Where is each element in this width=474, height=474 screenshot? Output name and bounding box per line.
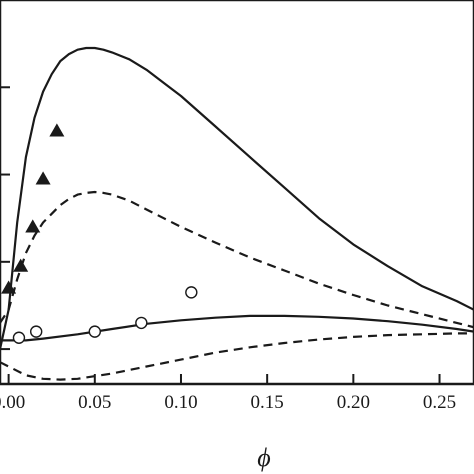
triangle-point bbox=[49, 123, 65, 137]
series-line-3 bbox=[0, 314, 474, 342]
triangle-point bbox=[13, 258, 29, 272]
circle-point bbox=[29, 325, 43, 338]
x-tick-label: 0.15 bbox=[251, 392, 284, 413]
y-axis-ticks bbox=[0, 86, 10, 351]
triangle-point bbox=[1, 280, 17, 294]
plot-frame bbox=[0, 0, 474, 386]
triangle-point bbox=[35, 171, 51, 185]
x-tick-label: 0.10 bbox=[164, 392, 197, 413]
x-tick-label: 0.00 bbox=[0, 392, 25, 413]
x-axis-ticks bbox=[7, 374, 441, 384]
series-line-4 bbox=[0, 332, 474, 381]
circle-point bbox=[185, 286, 198, 299]
data-markers bbox=[1, 123, 198, 344]
curves bbox=[0, 46, 474, 381]
x-tick-label: 0.05 bbox=[78, 392, 111, 413]
triangle-point bbox=[25, 219, 41, 233]
circle-point bbox=[135, 316, 148, 330]
circle-point bbox=[88, 325, 102, 338]
series-line-1 bbox=[0, 46, 474, 350]
x-tick-label: 0.20 bbox=[337, 392, 370, 413]
x-tick-label: 0.25 bbox=[423, 392, 456, 413]
x-axis-title: ϕ bbox=[257, 443, 270, 472]
series-line-2 bbox=[0, 190, 474, 329]
circle-point bbox=[12, 331, 26, 344]
x-tick-labels: 0.00 0.05 0.10 0.15 0.20 0.25 bbox=[0, 392, 456, 413]
